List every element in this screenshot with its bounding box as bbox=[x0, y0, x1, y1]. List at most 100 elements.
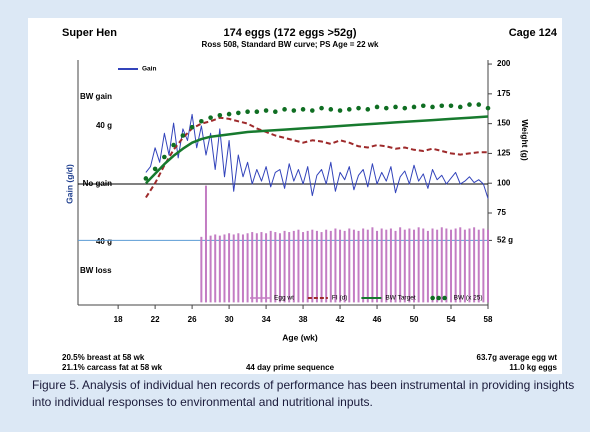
y-axis-title: Gain (g/d) bbox=[64, 164, 74, 204]
legend-label: Egg wt bbox=[274, 295, 294, 302]
footer-text: 44 day prime sequence bbox=[246, 363, 335, 372]
x-tick-label: 34 bbox=[262, 315, 271, 324]
bw-dot bbox=[162, 154, 167, 160]
x-tick-label: 46 bbox=[373, 315, 382, 324]
egg-bar bbox=[440, 227, 443, 303]
y2-tick-label: 125 bbox=[497, 149, 511, 158]
caption-line: Figure 5. Analysis of individual hen rec… bbox=[32, 378, 575, 392]
egg-bar bbox=[477, 229, 480, 303]
egg-bar bbox=[204, 185, 207, 303]
y2-tick-label: 75 bbox=[497, 208, 506, 217]
bw-dot bbox=[180, 133, 186, 138]
y2-tick-label: 200 bbox=[497, 59, 511, 68]
bw-dot bbox=[374, 104, 380, 110]
egg-bar bbox=[334, 228, 337, 303]
egg-bar bbox=[320, 232, 323, 303]
footer-text: 20.5% breast at 58 wk bbox=[62, 353, 145, 362]
egg-bar bbox=[454, 228, 457, 303]
bw-dot bbox=[356, 105, 361, 111]
egg-bar bbox=[302, 232, 305, 303]
y-tick-label: 40 g bbox=[96, 121, 112, 130]
egg-bar bbox=[385, 229, 388, 303]
bw-dot bbox=[291, 108, 297, 113]
egg-bar bbox=[260, 232, 263, 303]
egg-bar bbox=[380, 228, 383, 303]
egg-bar bbox=[468, 228, 471, 303]
egg-bar bbox=[376, 230, 379, 303]
legend-swatch bbox=[442, 295, 447, 301]
bw-dot bbox=[402, 105, 408, 111]
bw-dot bbox=[152, 166, 158, 172]
series-line bbox=[145, 115, 489, 185]
egg-bar bbox=[241, 234, 244, 303]
footer-text: 21.1% carcass fat at 58 wk bbox=[62, 363, 163, 372]
egg-bar bbox=[251, 232, 254, 303]
bw-dot bbox=[439, 103, 445, 109]
bw-dot bbox=[273, 109, 278, 115]
egg-bar bbox=[362, 228, 365, 303]
egg-bar bbox=[482, 228, 485, 303]
y2-axis-title: Weight (g) bbox=[520, 119, 530, 161]
bw-dot bbox=[365, 107, 371, 112]
egg-bar bbox=[269, 230, 272, 303]
bw-dot bbox=[485, 105, 491, 111]
legend-swatch bbox=[430, 295, 435, 301]
header-center: 174 eggs (172 eggs >52g) bbox=[224, 27, 357, 39]
series-line bbox=[145, 116, 488, 199]
bw-dot bbox=[171, 142, 176, 148]
egg-bar bbox=[297, 229, 300, 303]
bw-dot bbox=[310, 108, 315, 113]
egg-bar bbox=[306, 230, 309, 303]
bw-dot bbox=[337, 108, 343, 113]
egg-bar bbox=[200, 236, 203, 303]
bw-dot bbox=[393, 104, 398, 110]
panel bbox=[28, 18, 562, 374]
egg-bar bbox=[246, 233, 249, 303]
caption-line: into individual responses to environment… bbox=[32, 395, 373, 409]
bw-dot bbox=[236, 110, 241, 116]
egg-bar bbox=[422, 228, 425, 303]
egg-bar bbox=[283, 230, 286, 303]
legend-swatch bbox=[436, 295, 441, 301]
egg-bar bbox=[274, 232, 277, 303]
bw-dot bbox=[319, 105, 324, 111]
egg-bar bbox=[325, 229, 328, 303]
egg-bar bbox=[403, 229, 406, 303]
egg-bar bbox=[237, 233, 240, 303]
egg-bar bbox=[450, 229, 453, 303]
egg-bar bbox=[232, 234, 235, 303]
bw-dot bbox=[383, 105, 389, 111]
egg-bar bbox=[413, 229, 416, 303]
egg-bar bbox=[292, 230, 295, 303]
y2-tick-label: 100 bbox=[497, 178, 511, 187]
bw-dot bbox=[208, 115, 213, 120]
bw-dot bbox=[457, 104, 463, 110]
y-annotation: BW loss bbox=[80, 266, 112, 275]
y2-tick-label: 175 bbox=[497, 89, 511, 98]
egg-bar bbox=[343, 230, 346, 303]
egg-bar bbox=[431, 228, 434, 303]
footer-text: 11.0 kg eggs bbox=[509, 363, 557, 372]
egg-bar bbox=[311, 229, 314, 303]
egg-bar bbox=[408, 228, 411, 303]
egg-bar bbox=[209, 235, 212, 303]
footer-text: 63.7g average egg wt bbox=[477, 353, 558, 362]
x-tick-label: 30 bbox=[225, 315, 234, 324]
bw-dot bbox=[420, 103, 426, 109]
egg-bar bbox=[288, 232, 291, 303]
egg-bar bbox=[214, 234, 217, 303]
egg-bar bbox=[445, 228, 448, 303]
egg-bar bbox=[218, 235, 221, 303]
header-left: Super Hen bbox=[62, 27, 117, 39]
egg-bar bbox=[339, 229, 342, 303]
x-tick-label: 54 bbox=[447, 315, 456, 324]
x-tick-label: 50 bbox=[410, 315, 419, 324]
bw-dot bbox=[300, 107, 306, 112]
egg-bar bbox=[436, 229, 439, 303]
bw-dot bbox=[189, 124, 195, 130]
egg-bar bbox=[348, 228, 351, 303]
egg-bar bbox=[265, 233, 268, 303]
y-annotation: BW gain bbox=[80, 92, 112, 101]
